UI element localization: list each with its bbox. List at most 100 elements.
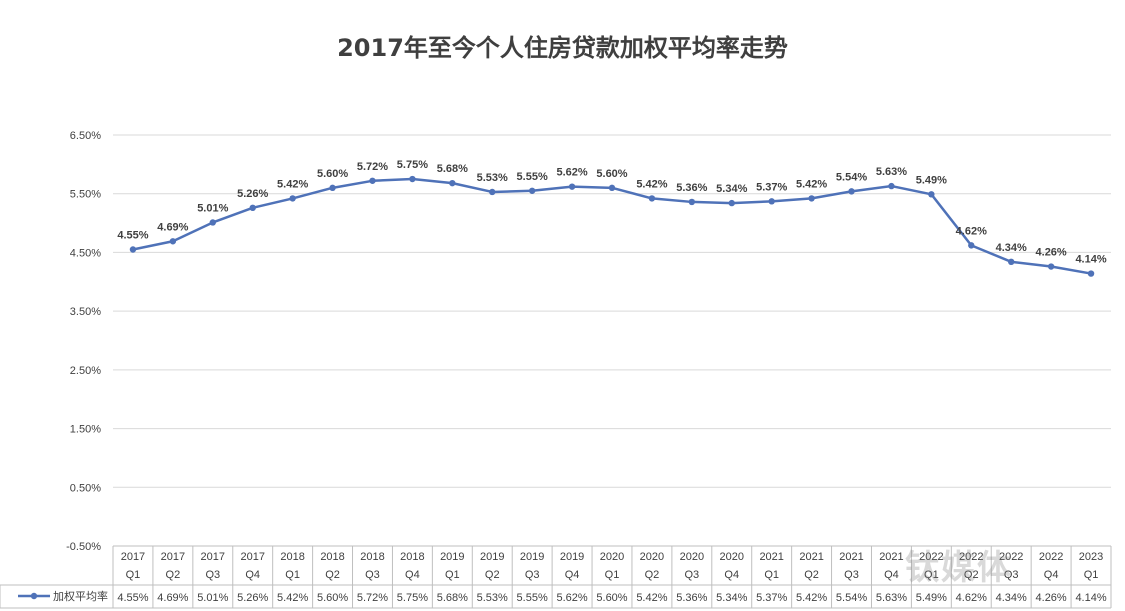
- data-label: 5.42%: [636, 178, 667, 190]
- data-label: 5.34%: [716, 183, 747, 195]
- y-tick-label: 6.50%: [70, 130, 101, 142]
- table-cell-value: 5.55%: [517, 592, 548, 604]
- table-cell-value: 5.37%: [756, 592, 787, 604]
- x-tick-label: Q4: [565, 569, 580, 581]
- data-label: 5.36%: [676, 182, 707, 194]
- x-tick-label: 2023: [1079, 551, 1103, 563]
- table-cell-value: 4.62%: [956, 592, 987, 604]
- x-tick-label: Q1: [924, 569, 939, 581]
- data-point: [808, 195, 815, 202]
- data-point: [1008, 258, 1015, 266]
- x-tick-label: Q1: [126, 569, 141, 581]
- table-cell-value: 5.49%: [916, 592, 947, 604]
- x-tick-label: 2020: [680, 551, 704, 563]
- data-label: 5.55%: [517, 171, 548, 183]
- data-table: 2017 Q1 4.55% 2017 Q2 4.69% 2017 Q3 5.01% 2017 Q4 5…: [0, 545, 1112, 609]
- data-point: [608, 184, 616, 192]
- data-label: 5.62%: [556, 167, 587, 179]
- x-tick-label: 2018: [280, 551, 304, 563]
- data-point: [648, 195, 656, 202]
- data-point: [768, 198, 775, 205]
- x-tick-label: 2019: [520, 551, 544, 563]
- table-cell-value: 5.42%: [277, 592, 308, 604]
- x-tick-label: 2022: [959, 551, 983, 563]
- data-point: [249, 204, 256, 212]
- y-tick-label: 1.50%: [70, 424, 101, 436]
- data-point: [688, 198, 696, 206]
- table-cell-value: 5.36%: [676, 592, 707, 604]
- data-label: 5.75%: [397, 159, 428, 171]
- y-tick-label: -0.50%: [66, 541, 101, 553]
- table-cell-value: 5.63%: [876, 592, 907, 604]
- data-label: 5.42%: [796, 178, 827, 190]
- x-tick-label: Q3: [844, 569, 859, 581]
- data-label: 5.37%: [756, 181, 787, 193]
- x-tick-label: Q1: [445, 569, 460, 581]
- data-point: [1087, 270, 1095, 277]
- x-tick-label: Q4: [405, 569, 420, 581]
- table-cell-value: 5.75%: [397, 592, 428, 604]
- table-cell-value: 4.26%: [1036, 592, 1067, 604]
- table-cell-value: 5.62%: [556, 592, 587, 604]
- data-label: 4.14%: [1075, 254, 1106, 266]
- x-tick-label: 2022: [1039, 551, 1063, 563]
- x-tick-label: Q1: [1084, 569, 1099, 581]
- data-label: 4.69%: [157, 221, 188, 233]
- data-point: [329, 184, 336, 192]
- data-point: [129, 246, 137, 253]
- x-tick-label: Q2: [325, 569, 340, 581]
- data-label: 5.68%: [437, 163, 468, 175]
- data-label: 4.34%: [996, 242, 1027, 254]
- chart-title: 2017年至今个人住房贷款加权平均率走势: [337, 34, 788, 62]
- x-tick-label: 2017: [240, 551, 264, 563]
- x-tick-label: Q3: [365, 569, 380, 581]
- data-point: [289, 195, 296, 202]
- data-label: 4.26%: [1036, 247, 1067, 259]
- y-axis: 6.50% 5.50% 4.50% 3.50% 2.50% 1.50% 0.50% -0.50…: [66, 130, 101, 553]
- x-tick-label: Q4: [884, 569, 899, 581]
- watermark-logo: 钛媒体: [905, 548, 1013, 588]
- data-label: 5.49%: [916, 174, 947, 186]
- x-tick-label: Q4: [724, 569, 739, 581]
- table-cell-value: 5.53%: [477, 592, 508, 604]
- x-tick-label: 2020: [600, 551, 624, 563]
- x-tick-label: Q4: [245, 569, 260, 581]
- table-cell-value: 5.01%: [197, 592, 228, 604]
- x-tick-label: 2017: [201, 551, 225, 563]
- data-point: [848, 188, 855, 195]
- x-tick-label: 2018: [400, 551, 424, 563]
- table-cell-value: 5.68%: [437, 592, 468, 604]
- x-tick-label: 2019: [440, 551, 464, 563]
- x-tick-label: Q2: [804, 569, 819, 581]
- data-label: 5.01%: [197, 202, 228, 214]
- x-tick-label: Q2: [166, 569, 181, 581]
- data-point: [528, 187, 536, 194]
- table-cell-value: 5.72%: [357, 592, 388, 604]
- x-tick-label: 2022: [919, 551, 943, 563]
- data-label: 5.60%: [596, 168, 627, 180]
- data-point: [568, 183, 576, 190]
- data-point: [409, 175, 416, 183]
- data-point: [369, 177, 376, 184]
- x-tick-label: Q2: [485, 569, 500, 581]
- x-tick-label: 2021: [759, 551, 783, 563]
- data-label: 5.72%: [357, 161, 388, 173]
- x-tick-label: Q1: [764, 569, 779, 581]
- data-label: 5.54%: [836, 171, 867, 183]
- x-tick-label: 2022: [999, 551, 1023, 563]
- x-tick-label: 2017: [121, 551, 145, 563]
- data-label: 5.42%: [277, 178, 308, 190]
- data-point: [209, 219, 216, 226]
- data-point: [728, 199, 735, 207]
- data-point: [1047, 263, 1055, 270]
- legend-marker: [30, 592, 38, 600]
- table-cell-value: 5.42%: [636, 592, 667, 604]
- table-cell-value: 5.54%: [836, 592, 867, 604]
- x-tick-label: Q1: [285, 569, 300, 581]
- data-point: [888, 182, 895, 190]
- x-tick-label: 2021: [839, 551, 863, 563]
- x-tick-label: Q1: [605, 569, 620, 581]
- data-point: [449, 179, 456, 187]
- x-tick-label: Q4: [1044, 569, 1059, 581]
